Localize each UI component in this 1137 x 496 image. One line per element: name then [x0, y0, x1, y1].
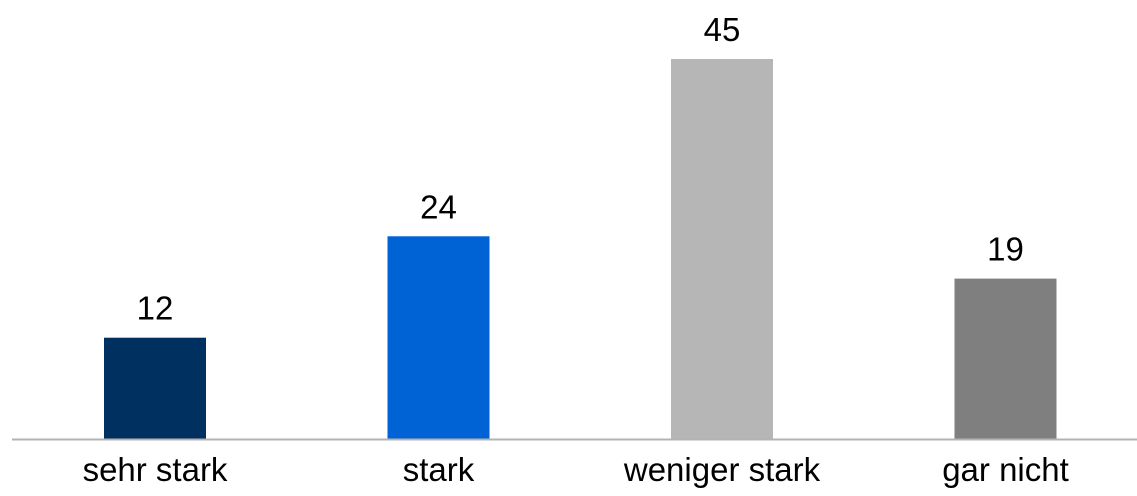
category-label: stark [403, 451, 475, 488]
category-labels-layer: sehr stark stark weniger stark gar nicht [83, 451, 1069, 488]
category-label: weniger stark [623, 451, 821, 488]
bar-stark [387, 236, 490, 439]
bar-weniger-stark [671, 59, 773, 439]
value-label: 45 [704, 11, 741, 48]
category-label: gar nicht [942, 451, 1069, 488]
bars-layer [104, 59, 1057, 439]
value-label: 12 [137, 290, 174, 327]
category-label: sehr stark [83, 451, 228, 488]
value-labels-layer: 12 24 45 19 [137, 11, 1024, 327]
value-label: 24 [420, 188, 457, 225]
value-label: 19 [987, 231, 1024, 268]
bar-gar-nicht [954, 278, 1057, 439]
bar-sehr-stark [104, 337, 206, 439]
